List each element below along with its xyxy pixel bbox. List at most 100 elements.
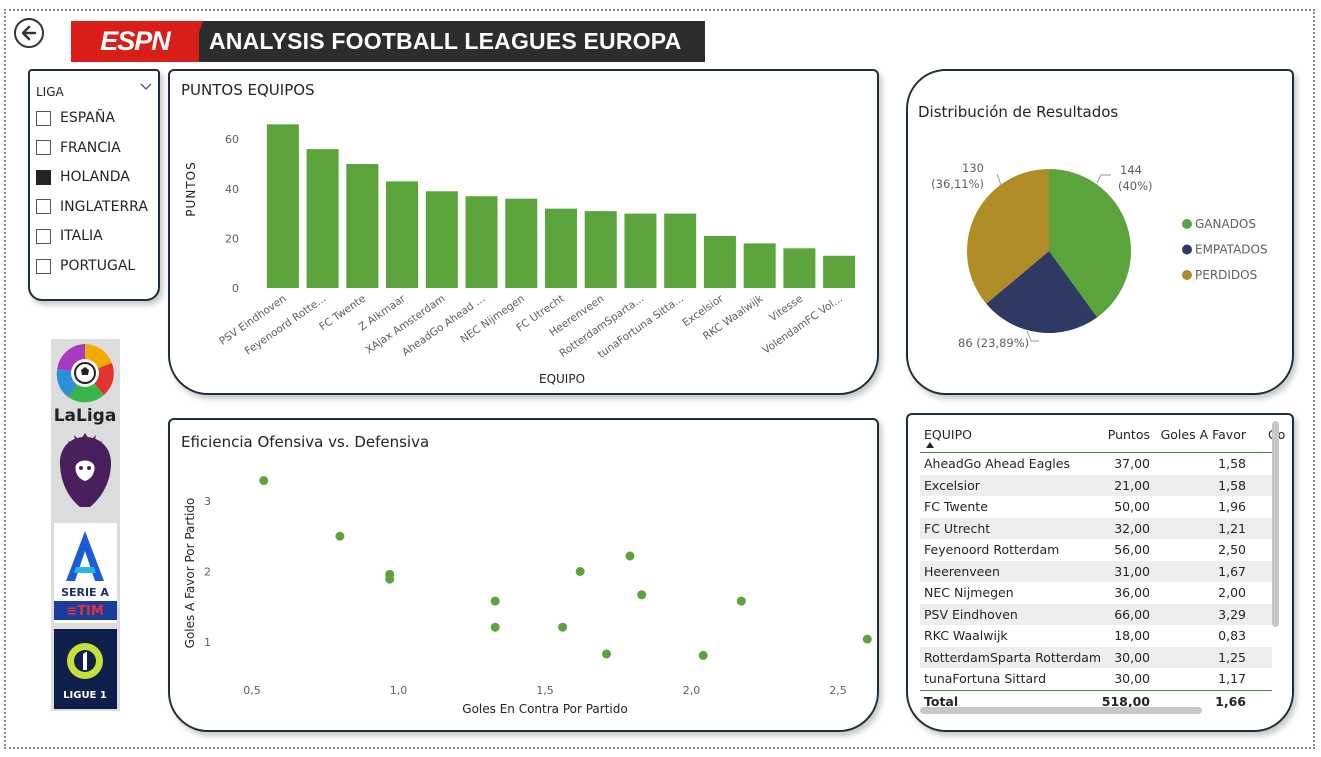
pie-slice[interactable] [986,251,1098,333]
laliga-logo[interactable]: LaLiga [54,341,117,433]
cell-equipo: FC Utrecht [924,520,991,536]
pie-label-empatados: 86 (23,89%) [958,336,1029,350]
table-row[interactable]: FC Utrecht 32,00 1,21 [920,517,1272,539]
table-row[interactable]: RKC Waalwijk 18,00 0,83 [920,625,1272,647]
total-label: Total [924,693,959,709]
serie-a-logo-label: SERIE A [61,586,109,599]
bar[interactable] [743,243,776,288]
scatter-point[interactable] [862,634,872,644]
cell-equipo: RotterdamSparta Rotterdam [924,649,1102,665]
table-row[interactable]: Heerenveen 31,00 1,67 [920,560,1272,582]
ligue-1-logo[interactable]: LIGUE 1 [54,629,117,713]
bar[interactable] [783,248,816,288]
cell-equipo: Feyenoord Rotterdam [924,542,1060,557]
slicer-checkbox[interactable] [36,228,51,244]
ligue-1-logo-label: LIGUE 1 [63,690,107,701]
slicer-option[interactable]: FRANCIA [36,138,121,158]
table-horizontal-scrollbar[interactable] [920,707,1202,714]
table-row[interactable]: NEC Nijmegen 36,00 2,00 [920,582,1272,604]
table-row[interactable]: tunaFortuna Sittard 30,00 1,17 [920,668,1272,690]
slicer-option[interactable]: PORTUGAL [36,256,135,276]
bar[interactable] [703,235,736,288]
table-row[interactable]: AheadGo Ahead Eagles 37,00 1,58 [920,453,1272,475]
scatter-point[interactable] [637,590,647,600]
table-row[interactable]: RotterdamSparta Rotterdam 30,00 1,25 [920,646,1272,668]
bar[interactable] [823,255,856,288]
bar[interactable] [624,213,657,288]
col-equipo-header[interactable]: EQUIPO [924,427,972,442]
bar[interactable] [465,196,498,288]
header-banner: ESPN ANALYSIS FOOTBALL LEAGUES EUROPA [71,21,705,62]
svg-text:≡TIM: ≡TIM [66,604,104,619]
legend-label[interactable]: PERDIDOS [1195,268,1257,282]
scatter-chart: 1 2 3 0,5 1,0 1,5 2,0 2,5 Goles A Favor Por Part… [183,476,872,716]
table-row[interactable]: PSV Eindhoven 66,00 3,29 [920,603,1272,625]
bar[interactable] [425,191,458,288]
pie-slice[interactable] [967,169,1049,304]
cell-goles-favor: 1,96 [1218,499,1246,514]
cell-puntos: 30,00 [1114,671,1150,686]
table-row[interactable]: Feyenoord Rotterdam 56,00 2,50 [920,539,1272,561]
table-vertical-scrollbar[interactable] [1272,421,1279,627]
bar[interactable] [346,164,379,288]
col-goles-favor-header[interactable]: Goles A Favor [1160,427,1246,442]
x-tick-label: 2,5 [829,684,847,697]
bar[interactable] [306,149,339,288]
sort-asc-icon[interactable] [926,442,934,448]
cell-equipo: Excelsior [924,477,980,493]
slicer-option[interactable]: ITALIA [36,226,103,246]
scatter-point[interactable] [625,551,635,561]
scatter-point[interactable] [736,596,746,606]
bar[interactable] [505,198,538,288]
chevron-down-icon[interactable] [140,83,152,91]
pie-slice[interactable] [1049,169,1131,318]
cell-goles-favor: 1,17 [1218,671,1246,686]
bar[interactable] [584,211,617,288]
legend-label[interactable]: GANADOS [1195,217,1256,231]
cell-puntos: 66,00 [1114,606,1150,622]
slicer-checkbox[interactable] [36,199,51,215]
slicer-checkbox[interactable] [36,169,51,185]
x-tick-label: 2,0 [683,684,701,697]
scatter-point[interactable] [575,567,585,576]
cell-puntos: 21,00 [1114,477,1150,493]
cell-puntos: 50,00 [1114,499,1150,514]
bar[interactable] [545,208,577,288]
scatter-point[interactable] [698,650,708,660]
scatter-point[interactable] [259,476,269,486]
slicer-option[interactable]: HOLANDA [36,167,130,187]
y-tick-label: 40 [225,183,239,196]
slicer-option[interactable]: ESPAÑA [36,108,115,128]
x-tick-label: 0,5 [243,684,261,697]
scatter-point[interactable] [335,531,345,541]
scatter-point[interactable] [558,622,568,632]
slicer-checkbox[interactable] [36,110,51,126]
serie-a-logo[interactable]: SERIE A ≡TIM [54,523,117,627]
equipos-table-card: EQUIPO Puntos Goles A Favor Go AheadGo A… [906,413,1294,732]
legend-label[interactable]: EMPATADOS [1195,243,1268,257]
col-puntos-header[interactable]: Puntos [1107,427,1150,442]
bar[interactable] [664,213,697,288]
slicer-checkbox[interactable] [36,140,51,156]
cell-goles-favor: 0,83 [1218,628,1246,643]
cell-goles-favor: 1,58 [1218,456,1246,471]
scatter-point[interactable] [385,574,395,584]
slicer-option[interactable]: INGLATERRA [36,197,148,217]
scatter-point[interactable] [490,622,500,632]
cell-goles-favor: 1,21 [1218,520,1246,536]
y-tick-label: 60 [225,133,239,146]
table-row[interactable]: FC Twente 50,00 1,96 [920,496,1272,518]
premier-league-logo[interactable] [54,431,117,519]
page-title: ANALYSIS FOOTBALL LEAGUES EUROPA [209,28,682,54]
scatter-point[interactable] [602,649,612,659]
back-arrow-icon[interactable] [14,18,44,48]
table-row[interactable]: Excelsior 21,00 1,58 [920,474,1272,496]
scatter-point[interactable] [490,596,500,606]
slicer-option-label: ITALIA [60,228,103,245]
bar[interactable] [386,181,419,288]
slicer-checkbox[interactable] [36,258,51,274]
bar[interactable] [266,124,299,288]
bar-chart-title: PUNTOS EQUIPOS [181,81,315,99]
total-goles-favor: 1,66 [1215,693,1246,709]
pie-leader-line [1096,174,1111,184]
